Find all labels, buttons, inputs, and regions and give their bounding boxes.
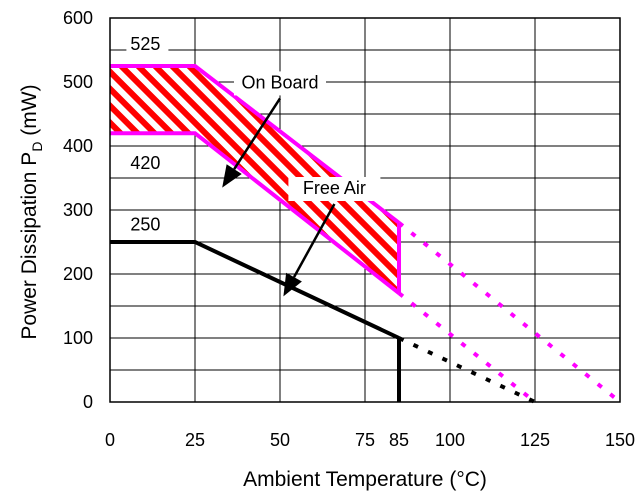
y-tick-label: 0 (83, 392, 93, 412)
x-tick-label: 0 (105, 430, 115, 450)
x-tick-label: 50 (270, 430, 290, 450)
y-tick-label: 600 (63, 8, 93, 28)
on-board-lower-bound-line (110, 131, 401, 295)
annotation-label: On Board (241, 72, 318, 92)
annotation-bg (234, 71, 326, 96)
annotation-arrow-shaft (292, 203, 336, 278)
on-board-upper-bound-line (110, 64, 401, 225)
y-tick-label: 200 (63, 264, 93, 284)
series-lines (110, 64, 622, 404)
annotation-bg (126, 213, 169, 238)
annotations: 525 420 250 On Board Free Air (126, 33, 381, 297)
x-tick-label: 150 (605, 430, 635, 450)
y-tick-label: 100 (63, 328, 93, 348)
annotation-label: Free Air (303, 178, 366, 198)
annotation-label: 420 (130, 153, 160, 173)
y-axis-title: Power Dissipation PD (mW) (18, 84, 45, 339)
annotation-arrow-shaft (233, 97, 282, 170)
annotation-bg (288, 177, 381, 201)
x-tick-label: 75 (355, 430, 375, 450)
tick-labels: 0 25 50 75 85 100 125 150 0 100 200 300 400 500 600 (63, 8, 635, 450)
y-tick-label: 300 (63, 200, 93, 220)
annotation-label: 250 (130, 214, 160, 234)
annotation-bg (126, 33, 169, 57)
on-board-upper-derating-dotted-line (397, 221, 622, 404)
x-tick-label: 100 (435, 430, 465, 450)
grid-lines (110, 18, 620, 402)
x-tick-label: 125 (520, 430, 550, 450)
y-tick-label: 500 (63, 72, 93, 92)
annotation-label: 525 (130, 34, 160, 54)
y-tick-label: 400 (63, 136, 93, 156)
x-tick-label: 25 (185, 430, 205, 450)
plot-frame (109, 17, 621, 403)
x-axis-title: Ambient Temperature (°C) (243, 468, 487, 491)
free-air-solid-line (110, 240, 400, 340)
annotation-arrow-head (283, 272, 302, 297)
on-board-lower-derating-dotted-line (397, 291, 537, 404)
annotation-arrow-head (222, 164, 242, 188)
annotation-bg (126, 152, 169, 177)
x-tick-label: 85 (389, 430, 409, 450)
axis-titles: Ambient Temperature (°C) Power Dissipati… (18, 84, 487, 491)
